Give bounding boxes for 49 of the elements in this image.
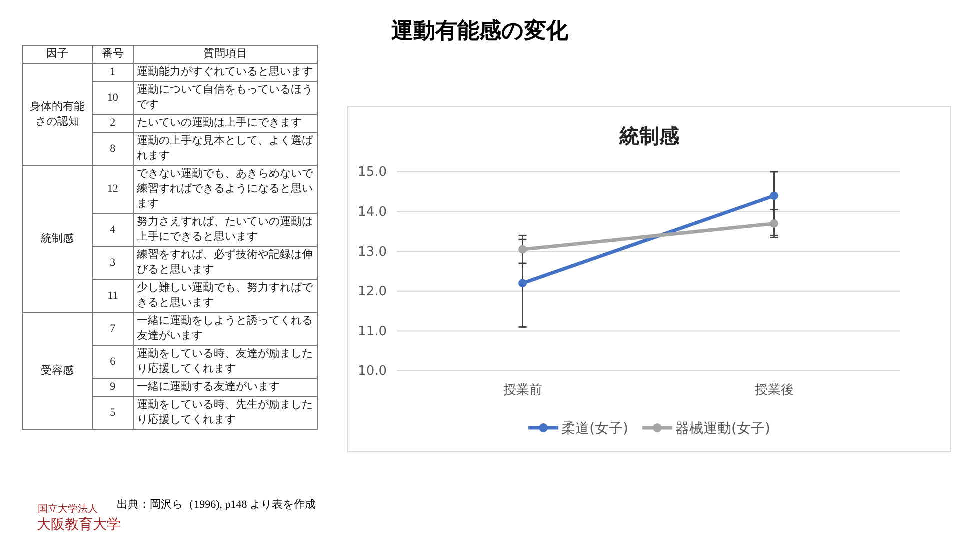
text: 運動有能感の変化 [390,18,570,46]
text: 努力さえすれば、たいていの運動は上手にできると思います [133,214,318,246]
x-tick-label: 授業前 [503,383,542,398]
text: 7 [92,312,134,346]
text: 8 [92,132,134,166]
text: 運動能力がすぐれていると思います [133,64,318,82]
text: 一緒に運動する友達がいます [133,378,318,396]
text: 6 [92,346,134,378]
text: 9 [92,378,134,396]
text: 番号 [92,46,134,64]
text: たいていの運動は上手にできます [133,114,318,132]
legend-label: 柔道(女子) [562,421,628,437]
text: 5 [92,396,134,430]
y-tick-label: 12.0 [358,284,387,300]
text: 受容感 [22,312,93,430]
y-tick-label: 10.0 [358,364,387,380]
point [518,245,527,254]
text: 11 [92,280,134,312]
text: 2 [92,114,134,132]
text: 運動をしている時、友達が励ましたり応援してくれます [133,346,318,378]
text: 1 [92,64,134,82]
text: 運動をしている時、先生が励ましたり応援してくれます [133,396,318,430]
source-note: 出典：岡沢ら（1996), p148 より表を作成 [117,498,316,512]
text: 4 [92,214,134,246]
x-tick-label: 授業後 [754,383,794,398]
text: 10 [92,82,134,114]
text: 3 [92,246,134,280]
text: 一緒に運動をしようと誘ってくれる友達がいます [133,312,318,346]
y-tick-label: 15.0 [358,165,387,180]
text: 統制感 [22,166,93,312]
text: 大阪教育大学 [37,516,121,534]
text: 質問項目 [133,46,318,64]
text: 12 [92,166,134,214]
text: 運動について自信をもっているほうです [133,82,318,114]
point [770,192,778,200]
y-tick-label: 13.0 [358,244,387,260]
text: 運動の上手な見本として、よく選ばれます [133,132,318,166]
chart-title: 統制感 [618,124,680,148]
legend-label: 器械運動(女子) [676,421,770,437]
text: 国立大学法人 [38,502,98,516]
text: 練習をすれば、必ず技術や記録は伸びると思います [133,246,318,280]
point [770,220,778,228]
text: 少し難しい運動でも、努力すればできると思います [133,280,318,312]
text: 身体的有能さの認知 [22,64,93,166]
text: できない運動でも、あきらめないで練習すればできるようになると思います [133,166,318,214]
text: 因子 [22,46,93,64]
y-tick-label: 14.0 [358,204,387,220]
y-tick-label: 11.0 [358,324,387,340]
point [518,279,527,288]
